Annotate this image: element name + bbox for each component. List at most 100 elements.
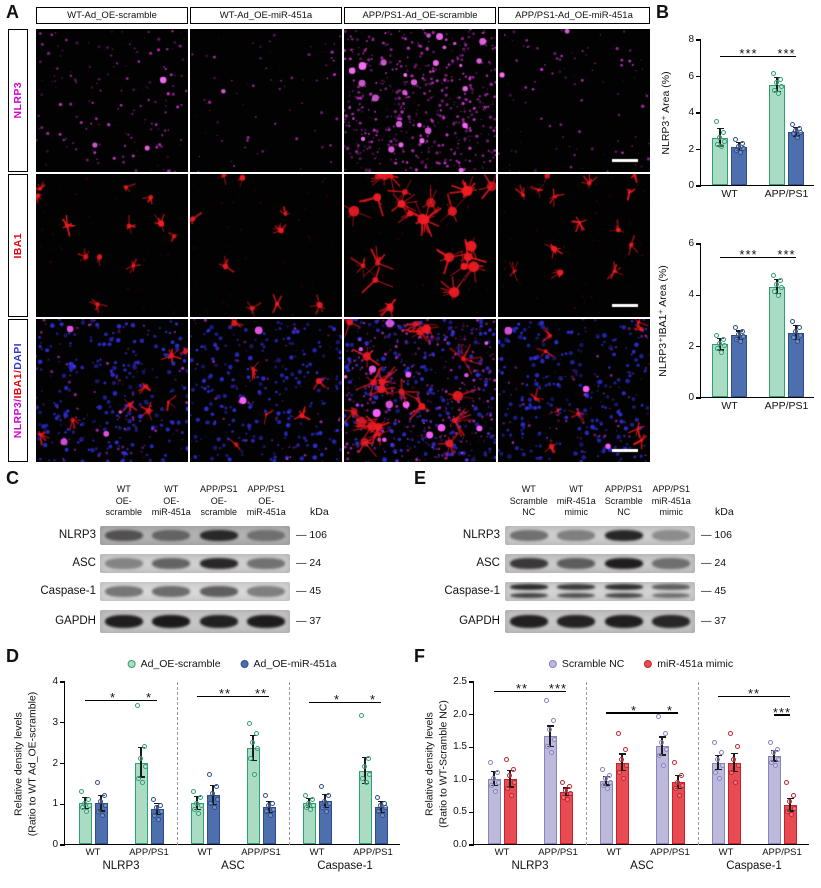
y-tick: [696, 148, 701, 151]
data-point: [721, 343, 727, 349]
data-point: [663, 746, 669, 752]
data-point: [727, 730, 733, 736]
error-bar: [364, 758, 366, 783]
micro-image-row2-col1: [190, 319, 342, 462]
error-cap: [674, 787, 682, 789]
data-point: [508, 792, 514, 798]
x-tick-label: WT: [85, 847, 101, 858]
y-tick-label: 4: [688, 289, 694, 301]
bar: [769, 84, 785, 185]
blot-strip: [100, 526, 290, 545]
data-point: [321, 798, 327, 804]
y-tick: [60, 762, 65, 765]
data-point: [379, 812, 385, 818]
group-separator: [289, 682, 290, 845]
legend-label: miR-451a mimic: [657, 658, 734, 670]
error-cap: [305, 797, 313, 800]
error-bar: [717, 756, 719, 770]
data-point: [716, 135, 722, 141]
data-point: [95, 808, 101, 814]
data-point: [607, 779, 613, 785]
data-point: [142, 764, 148, 770]
kda-marker: — 106: [701, 528, 732, 541]
data-point: [772, 763, 778, 769]
error-cap: [506, 769, 514, 771]
data-point: [774, 746, 780, 752]
protein-band: [604, 584, 643, 590]
bar: [788, 132, 804, 185]
error-cap: [137, 776, 145, 778]
y-tick: [696, 75, 701, 78]
error-cap: [153, 803, 161, 805]
data-point: [678, 773, 684, 779]
bar: [655, 746, 669, 844]
data-point: [740, 334, 746, 340]
error-bar: [549, 726, 551, 747]
y-tick-label: 2: [688, 143, 694, 155]
data-point: [135, 776, 141, 782]
data-point: [739, 140, 745, 146]
data-point: [600, 782, 606, 788]
protein-band: [199, 586, 238, 597]
x-tick-label: APP/PS1: [762, 847, 802, 858]
error-cap: [193, 795, 201, 798]
data-point: [794, 339, 800, 345]
bar: [246, 748, 260, 844]
y-tick: [696, 346, 701, 348]
chart-plot-F: 0.0 0.5 1.0 1.5 2.0 2.5 WT APP/PS1 WT APP/PS1 WT AP…: [453, 676, 809, 872]
data-point: [325, 792, 331, 798]
significance-line: [253, 696, 269, 698]
data-point: [732, 779, 738, 785]
data-point: [246, 721, 252, 727]
panel-label-c: C: [6, 468, 19, 488]
significance-line: [141, 700, 157, 702]
protein-label: NLRP3: [58, 528, 96, 541]
lane-header: WT miR-451a mimic: [556, 483, 596, 518]
y-tick-label: 4: [688, 107, 694, 118]
significance-line: [777, 55, 796, 58]
error-cap: [377, 811, 385, 814]
chart-plot-B1: 0 2 4 6 8 WT APP/PS1 *** ***: [688, 34, 814, 200]
group-label: ASC: [630, 860, 654, 872]
data-point: [773, 80, 779, 86]
legend-item: Ad_OE-miR-451a: [240, 658, 336, 670]
data-point: [771, 289, 777, 295]
panel-label-b: B: [656, 2, 669, 22]
column-header: APP/PS1-Ad_OE-scramble: [344, 7, 496, 24]
protein-label: ASC: [72, 556, 96, 569]
data-point: [307, 806, 313, 812]
group-separator: [698, 682, 699, 845]
legend-item: miR-451a mimic: [644, 658, 733, 670]
data-point: [662, 730, 668, 736]
data-point: [740, 146, 746, 151]
micro-image-row1-col2: [344, 174, 496, 317]
data-point: [674, 779, 680, 785]
data-point: [141, 743, 147, 749]
y-tick-label: 2.5: [453, 676, 467, 687]
significance-line: [606, 712, 662, 714]
protein-band: [247, 586, 286, 597]
kda-header: kDa: [310, 506, 329, 518]
data-point: [310, 802, 316, 808]
group-label: ASC: [221, 860, 245, 872]
micro-image-row1-col3: [498, 174, 650, 317]
micro-image-row0-col2: [344, 29, 496, 172]
y-tick-label: 3: [52, 716, 58, 728]
data-point: [550, 717, 556, 723]
data-point: [551, 737, 557, 743]
y-tick: [60, 844, 65, 846]
data-point: [490, 776, 496, 782]
group-label: Caspase-1: [726, 860, 782, 872]
data-point: [671, 760, 677, 765]
x-tick-label: WT: [721, 188, 738, 200]
data-point: [566, 784, 572, 790]
data-point: [323, 808, 329, 814]
data-point: [158, 808, 164, 814]
data-point: [728, 769, 734, 775]
y-axis-label: Relative density levels (Ratio to WT-Scra…: [423, 699, 449, 828]
x-tick-label: WT: [309, 847, 325, 858]
column-header: WT-Ad_OE-scramble: [36, 7, 188, 24]
error-cap: [562, 794, 570, 797]
data-point: [618, 756, 624, 762]
